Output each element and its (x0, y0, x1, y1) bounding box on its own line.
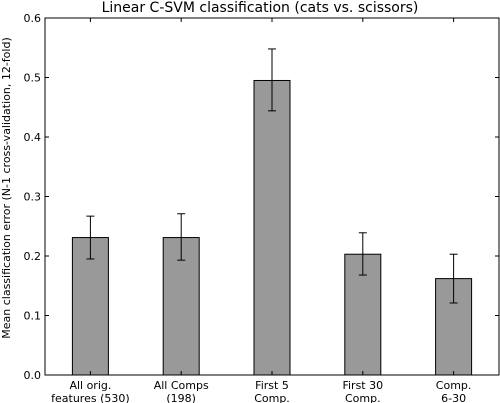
x-tick-label: All Comps (198) (154, 379, 209, 403)
bar (435, 278, 473, 376)
x-tick-label: First 5 Comp. (254, 379, 290, 403)
ticks-layer: All orig. features (530) All Comps (198) Fir… (24, 12, 499, 403)
bar (253, 79, 291, 376)
error-bars-layer (86, 48, 458, 304)
chart-title: Linear C-SVM classification (cats vs. sc… (102, 0, 419, 16)
x-tick-label: First 30 Comp. (342, 379, 383, 403)
y-tick-label: 0.6 (24, 12, 42, 25)
bar (71, 237, 109, 376)
x-tick-label: All orig. features (530) (51, 379, 130, 403)
y-tick-label: 0.3 (24, 191, 42, 204)
y-tick-label: 0.0 (24, 369, 42, 382)
bars-layer (71, 79, 473, 376)
x-tick-label: Comp. 6-30 (436, 379, 472, 403)
y-tick-label: 0.1 (24, 310, 42, 323)
y-tick-label: 0.4 (24, 131, 42, 144)
y-tick-label: 0.2 (24, 250, 42, 263)
y-axis-label: Mean classification error (N-1 cross-val… (0, 37, 13, 338)
y-tick-label: 0.5 (24, 72, 42, 85)
